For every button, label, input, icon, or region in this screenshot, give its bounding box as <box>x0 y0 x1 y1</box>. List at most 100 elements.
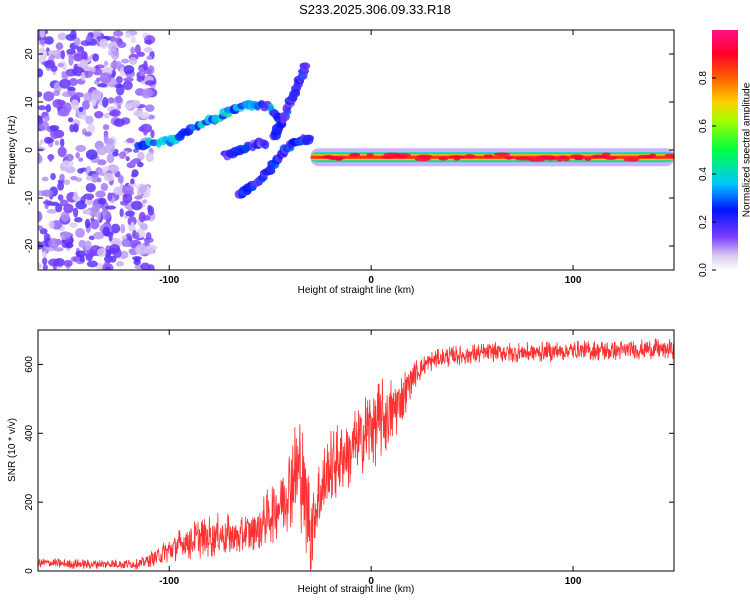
noise-blob <box>97 83 108 88</box>
noise-blob <box>69 222 78 228</box>
noise-blob <box>130 100 141 108</box>
noise-blob <box>66 48 76 55</box>
noise-blob <box>57 194 64 201</box>
noise-blob <box>109 244 121 253</box>
main-line-peak <box>574 156 584 161</box>
noise-blob <box>90 217 95 222</box>
noise-blob <box>112 151 119 157</box>
main-line-peak <box>438 156 449 161</box>
noise-blob <box>134 232 140 240</box>
noise-blob <box>138 69 146 76</box>
noise-blob <box>138 211 146 223</box>
noise-blob <box>90 219 100 230</box>
noise-blob <box>134 195 143 200</box>
noise-blob <box>74 217 83 223</box>
spectrogram-x-label: Height of straight line (km) <box>298 285 415 296</box>
noise-blob <box>60 211 70 222</box>
noise-blob <box>57 146 67 158</box>
noise-blob <box>95 190 106 198</box>
noise-blob <box>117 104 122 110</box>
noise-blob <box>55 203 63 213</box>
noise-blob <box>147 204 152 212</box>
main-line-peak <box>547 155 555 160</box>
main-line-peak <box>556 157 564 162</box>
snr-y-label: SNR (10 * v/v) <box>7 418 18 482</box>
noise-blob <box>52 89 60 97</box>
noise-blob <box>99 38 109 49</box>
noise-blob <box>126 137 135 144</box>
noise-blob <box>63 179 71 186</box>
main-line-peak <box>602 152 611 157</box>
noise-blob <box>121 239 131 247</box>
noise-blob <box>130 178 135 185</box>
chart-title: S233.2025.306.09.33.R18 <box>299 2 451 17</box>
noise-blob <box>119 250 129 259</box>
colorbar-tick-label: 0.4 <box>698 167 709 181</box>
noise-blob <box>46 138 55 143</box>
noise-blob <box>70 99 79 110</box>
noise-blob <box>102 124 110 131</box>
main-line-peak <box>514 156 532 161</box>
noise-blob <box>131 200 143 211</box>
noise-blob <box>65 153 74 162</box>
noise-blob <box>85 149 98 160</box>
noise-blob <box>48 258 60 267</box>
main-line-peak <box>448 155 466 159</box>
noise-blob <box>75 152 80 159</box>
noise-blob <box>78 239 87 248</box>
noise-blob <box>41 176 49 182</box>
noise-blob <box>106 153 115 164</box>
noise-blob <box>104 266 111 270</box>
main-line-peak <box>649 153 657 158</box>
noise-blob <box>57 62 64 68</box>
colorbar-tick-label: 0.6 <box>698 119 709 133</box>
main-line-peak <box>504 155 514 160</box>
noise-blob <box>78 106 84 113</box>
noise-blob <box>103 255 113 264</box>
noise-blob <box>87 123 95 134</box>
noise-blob <box>110 223 121 234</box>
noise-blob <box>85 182 96 193</box>
noise-blob <box>131 173 137 178</box>
spectrogram-y-label: Frequency (Hz) <box>7 116 18 185</box>
noise-blob <box>43 60 56 69</box>
noise-blob <box>77 168 84 174</box>
noise-blob <box>84 240 92 251</box>
snr-ytick-label: 200 <box>24 493 35 510</box>
noise-blob <box>62 159 74 168</box>
noise-blob <box>54 140 60 146</box>
noise-blob <box>98 197 107 205</box>
noise-blob <box>73 207 79 218</box>
noise-blob <box>128 57 138 65</box>
noise-blob <box>143 46 153 53</box>
main-line-peak <box>414 157 431 162</box>
main-line-peak <box>394 155 408 159</box>
noise-blob <box>85 115 94 125</box>
noise-blob <box>99 72 112 84</box>
main-line-peak <box>349 153 360 157</box>
noise-blob <box>38 47 46 53</box>
noise-blob <box>74 92 84 98</box>
noise-blob <box>38 105 47 111</box>
noise-blob <box>139 223 148 231</box>
spectrogram-ytick-label: 10 <box>24 96 35 108</box>
noise-blob <box>96 77 101 82</box>
noise-blob <box>73 63 79 73</box>
noise-blob <box>64 241 74 249</box>
noise-blob <box>143 60 148 72</box>
noise-blob <box>144 39 153 45</box>
noise-blob <box>96 177 102 183</box>
noise-blob <box>57 32 67 41</box>
noise-blob <box>139 111 150 120</box>
noise-blob <box>125 156 130 162</box>
noise-blob <box>130 46 136 55</box>
noise-blob <box>130 36 136 44</box>
noise-blob <box>63 102 72 113</box>
noise-blob <box>42 257 48 266</box>
noise-blob <box>67 86 76 91</box>
lower-branch-blob <box>302 134 314 145</box>
noise-blob <box>118 151 127 159</box>
noise-blob <box>48 238 60 249</box>
noise-blob <box>122 80 133 91</box>
noise-blob <box>119 208 124 218</box>
